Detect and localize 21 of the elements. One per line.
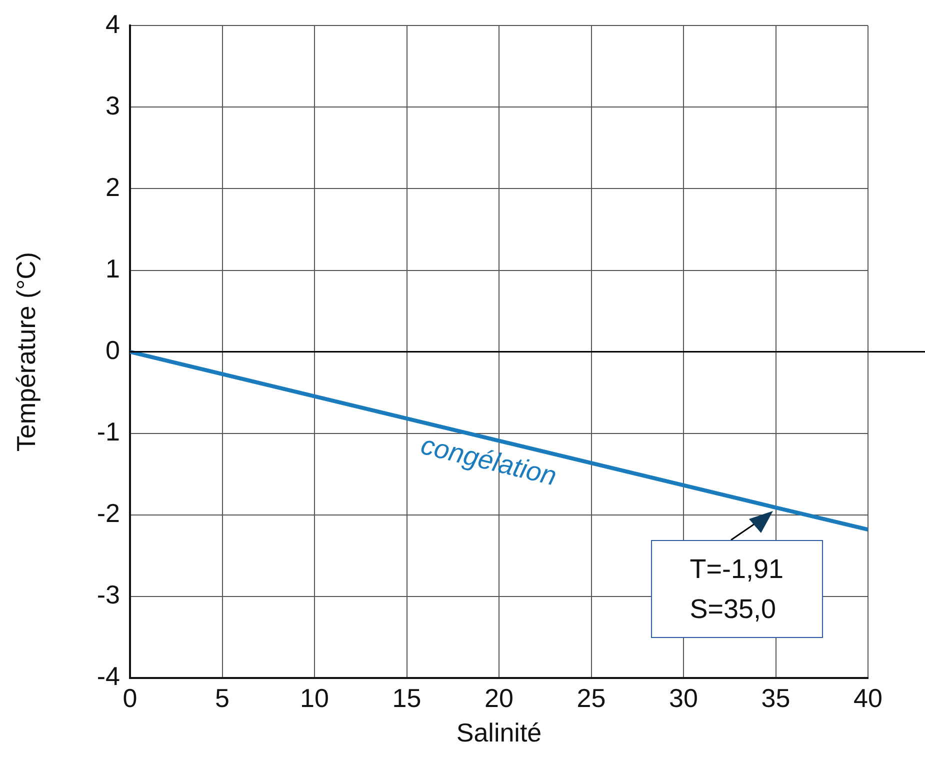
y-tick-label: 0	[106, 334, 120, 365]
y-tick-label: -1	[96, 416, 120, 447]
annotation: T=-1,91 S=35,0	[650, 540, 823, 638]
y-tick-label: -2	[96, 498, 120, 528]
x-tick-label: 25	[576, 682, 606, 713]
x-tick-label: 20	[484, 682, 514, 713]
x-tick-label: 10	[300, 682, 329, 713]
text: congélation	[418, 430, 560, 492]
y-tick-label: -4	[96, 661, 120, 692]
x-tick-label: 5	[215, 682, 230, 713]
y-tick-label: 4	[106, 8, 120, 39]
x-tick-label: 35	[761, 682, 790, 713]
y-tick-label: 2	[106, 172, 120, 202]
x-tick-label: 30	[669, 682, 698, 713]
y-tick-label: 1	[106, 253, 120, 284]
y-tick-label: -3	[96, 580, 120, 610]
x-axis-title: Salinité	[456, 718, 542, 748]
y-axis-title: Température (°C)	[10, 252, 41, 452]
x-tick-label: 15	[392, 682, 422, 713]
y-tick-label: 3	[106, 90, 120, 120]
x-tick-label: 40	[854, 682, 882, 713]
